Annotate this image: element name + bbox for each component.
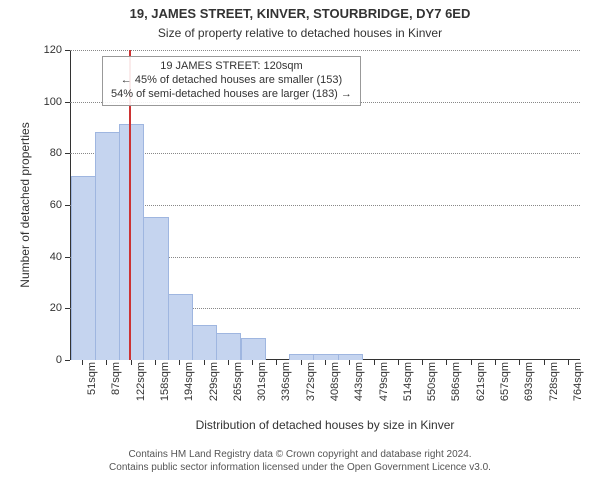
page-subtitle: Size of property relative to detached ho…	[0, 26, 600, 40]
attribution-line-1: Contains HM Land Registry data © Crown c…	[0, 448, 600, 461]
legend-box: 19 JAMES STREET: 120sqm ← 45% of detache…	[102, 56, 361, 106]
bar	[95, 132, 120, 360]
x-tick-label: 51sqm	[86, 362, 98, 412]
legend-line-3: 54% of semi-detached houses are larger (…	[111, 88, 352, 102]
attribution-line-2: Contains public sector information licen…	[0, 461, 600, 474]
bar	[71, 176, 96, 360]
x-tick-label: 372sqm	[305, 362, 317, 412]
y-tick-mark	[65, 153, 70, 154]
x-tick-label: 301sqm	[256, 362, 268, 412]
x-tick-mark	[544, 360, 545, 365]
x-tick-label: 479sqm	[378, 362, 390, 412]
x-tick-mark	[325, 360, 326, 365]
x-tick-mark	[422, 360, 423, 365]
x-tick-label: 586sqm	[450, 362, 462, 412]
x-tick-mark	[568, 360, 569, 365]
x-tick-mark	[349, 360, 350, 365]
x-tick-mark	[495, 360, 496, 365]
x-tick-label: 194sqm	[183, 362, 195, 412]
y-tick-label: 100	[32, 96, 62, 108]
page-title: 19, JAMES STREET, KINVER, STOURBRIDGE, D…	[0, 6, 600, 21]
x-tick-label: 158sqm	[159, 362, 171, 412]
chart-plot-area: 19 JAMES STREET: 120sqm ← 45% of detache…	[70, 50, 580, 360]
x-tick-mark	[228, 360, 229, 365]
bar	[289, 354, 314, 360]
x-tick-mark	[398, 360, 399, 365]
x-tick-label: 336sqm	[280, 362, 292, 412]
bar	[168, 294, 193, 360]
y-tick-label: 60	[32, 199, 62, 211]
x-tick-mark	[82, 360, 83, 365]
y-tick-mark	[65, 360, 70, 361]
legend-line-1: 19 JAMES STREET: 120sqm	[111, 60, 352, 74]
x-tick-label: 443sqm	[353, 362, 365, 412]
x-tick-label: 514sqm	[402, 362, 414, 412]
gridline	[70, 153, 580, 154]
x-tick-mark	[106, 360, 107, 365]
gridline	[70, 50, 580, 51]
x-tick-label: 408sqm	[329, 362, 341, 412]
x-tick-label: 229sqm	[208, 362, 220, 412]
x-tick-mark	[519, 360, 520, 365]
legend-line-2: ← 45% of detached houses are smaller (15…	[111, 74, 352, 88]
x-tick-label: 693sqm	[523, 362, 535, 412]
bar	[241, 338, 266, 360]
y-tick-label: 120	[32, 44, 62, 56]
x-tick-label: 764sqm	[572, 362, 584, 412]
x-tick-mark	[252, 360, 253, 365]
x-tick-label: 122sqm	[135, 362, 147, 412]
x-tick-mark	[301, 360, 302, 365]
x-tick-mark	[374, 360, 375, 365]
y-tick-mark	[65, 257, 70, 258]
bar	[119, 124, 144, 360]
bar	[192, 325, 217, 360]
y-tick-mark	[65, 50, 70, 51]
y-tick-mark	[65, 102, 70, 103]
x-tick-mark	[276, 360, 277, 365]
y-tick-label: 40	[32, 251, 62, 263]
y-tick-mark	[65, 205, 70, 206]
x-tick-label: 728sqm	[548, 362, 560, 412]
x-tick-label: 550sqm	[426, 362, 438, 412]
x-tick-mark	[155, 360, 156, 365]
x-tick-mark	[471, 360, 472, 365]
x-axis-label: Distribution of detached houses by size …	[70, 418, 580, 432]
x-tick-label: 87sqm	[110, 362, 122, 412]
x-tick-label: 265sqm	[232, 362, 244, 412]
bar	[338, 354, 363, 360]
x-tick-label: 657sqm	[499, 362, 511, 412]
bar	[216, 333, 241, 360]
y-tick-mark	[65, 308, 70, 309]
y-tick-label: 0	[32, 354, 62, 366]
x-tick-mark	[131, 360, 132, 365]
bar	[143, 217, 168, 360]
x-tick-label: 621sqm	[475, 362, 487, 412]
y-tick-label: 20	[32, 302, 62, 314]
y-axis-label: Number of detached properties	[18, 50, 32, 360]
y-tick-label: 80	[32, 147, 62, 159]
x-tick-mark	[446, 360, 447, 365]
x-tick-mark	[179, 360, 180, 365]
attribution: Contains HM Land Registry data © Crown c…	[0, 448, 600, 474]
gridline	[70, 205, 580, 206]
x-tick-mark	[204, 360, 205, 365]
